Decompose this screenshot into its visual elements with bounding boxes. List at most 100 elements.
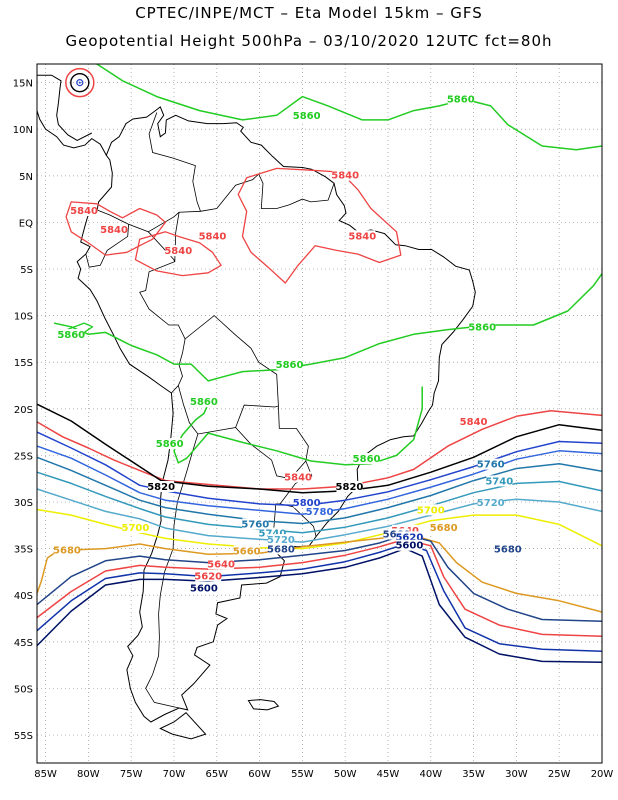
lon-tick-label: 70W	[163, 769, 186, 780]
contour-5860	[173, 386, 423, 466]
country-border	[235, 427, 307, 480]
country-border	[200, 173, 335, 212]
contour-label: 5840	[331, 171, 359, 182]
contour-labels: 5860586058405840584058405840584058605860…	[53, 93, 522, 595]
contour-label: 5860	[293, 111, 321, 122]
contour-label: 5860	[353, 454, 381, 465]
contour-label-bg	[259, 527, 286, 539]
contour-label: 5620	[194, 571, 222, 582]
contour-label: 5860	[468, 323, 496, 334]
contour-label-bg	[267, 534, 294, 546]
lat-tick-label: 5N	[19, 172, 33, 183]
lat-tick-label: 50S	[14, 684, 33, 695]
contour-label-bg	[101, 223, 128, 235]
lat-tick-label: 15N	[13, 79, 33, 90]
country-border	[85, 224, 129, 268]
lon-tick-label: 60W	[248, 769, 271, 780]
contour-label-bg	[332, 169, 359, 181]
contour-5860	[53, 273, 603, 382]
contour-label-bg	[477, 496, 504, 508]
lon-tick-label: 30W	[505, 769, 528, 780]
lat-tick-label: 10N	[13, 125, 33, 136]
contour-label-bg	[71, 205, 98, 217]
contour-5840-cell	[65, 201, 167, 256]
contour-label-bg	[233, 545, 260, 557]
contour-label-bg	[336, 480, 363, 492]
contour-label-bg	[469, 321, 496, 333]
contour-label-bg	[195, 570, 222, 582]
lat-tick-label: 25S	[14, 451, 33, 462]
contour-label: 5720	[267, 535, 295, 546]
contour-5760	[36, 456, 603, 525]
contour-label-bg	[242, 518, 269, 530]
contour-label-bg	[293, 110, 320, 122]
lon-tick-label: 85W	[34, 769, 57, 780]
contour-label: 5640	[207, 559, 235, 570]
lon-tick-label: 75W	[120, 769, 143, 780]
contour-5620	[36, 543, 603, 652]
contour-label-bg	[156, 438, 183, 450]
lat-tick-label: 45S	[14, 638, 33, 649]
lon-tick-label: 65W	[205, 769, 228, 780]
map-title: CPTEC/INPE/MCT – Eta Model 15km – GFS	[135, 4, 483, 22]
contour-label-bg	[53, 544, 80, 556]
contour-label: 5660	[233, 546, 261, 557]
lat-tick-label: 55S	[14, 731, 33, 742]
contour-5840-ring	[65, 67, 95, 98]
contour-label: 5680	[430, 523, 458, 534]
contour-label-bg	[276, 358, 303, 370]
contour-label-bg	[190, 396, 217, 408]
contour-5660	[36, 533, 603, 623]
lon-tick-label: 20W	[591, 769, 614, 780]
contour-label: 5860	[190, 397, 218, 408]
contour-label: 5860	[447, 94, 475, 105]
contour-label-bg	[267, 543, 294, 555]
contour-label-bg	[165, 245, 192, 257]
contour-label-bg	[417, 504, 444, 516]
contour-label: 5840	[70, 206, 98, 217]
contour-label: 5760	[241, 519, 269, 530]
contour-label: 5820	[147, 482, 175, 493]
country-border	[148, 112, 201, 212]
map-subtitle: Geopotential Height 500hPa – 03/10/2020 …	[65, 32, 553, 50]
contour-label: 5840	[164, 246, 192, 257]
low-center-marker	[76, 79, 84, 87]
contour-5740	[36, 471, 603, 534]
contour-5820	[36, 403, 603, 494]
lat-tick-label: 10S	[14, 312, 33, 323]
contour-label: 5680	[267, 544, 295, 555]
contour-label-bg	[293, 496, 320, 508]
contour-label: 5800	[293, 498, 321, 509]
contour-label: 5600	[190, 584, 218, 595]
country-border	[171, 338, 186, 394]
contour-label: 5620	[395, 532, 423, 543]
lat-tick-label: 35S	[14, 545, 33, 556]
contour-5820-ring	[70, 72, 90, 93]
contour-label: 5700	[122, 523, 150, 534]
south-america-coastline	[76, 106, 476, 723]
lat-tick-label: 20S	[14, 405, 33, 416]
contour-label: 5600	[395, 541, 423, 552]
contour-label-bg	[285, 471, 312, 483]
lat-tick-label: 5S	[20, 265, 33, 276]
lon-tick-label: 45W	[377, 769, 400, 780]
contour-label-bg	[477, 458, 504, 470]
contour-label: 5860	[276, 360, 304, 371]
central-america-coastline	[36, 110, 107, 156]
falkland-islands-coastline	[247, 699, 280, 711]
contour-5600	[36, 547, 603, 664]
lat-tick-label: EQ	[19, 218, 33, 229]
contour-label: 5680	[494, 544, 522, 555]
contour-label-bg	[460, 415, 487, 427]
contour-label: 5760	[477, 460, 505, 471]
contour-label-bg	[430, 522, 457, 533]
contour-label-bg	[447, 93, 474, 105]
contour-label-bg	[353, 453, 380, 465]
contour-label: 5860	[156, 439, 184, 450]
map-frame	[36, 63, 603, 764]
contour-label: 5860	[57, 330, 85, 341]
contour-label-bg	[58, 329, 85, 341]
contour-label-bg	[396, 531, 423, 543]
contour-5640	[36, 538, 603, 637]
axis-labels: 85W 80W 75W 70W 65W 60W 55W 50W 45W 40W 35W 30W 25W 2…	[13, 79, 614, 780]
